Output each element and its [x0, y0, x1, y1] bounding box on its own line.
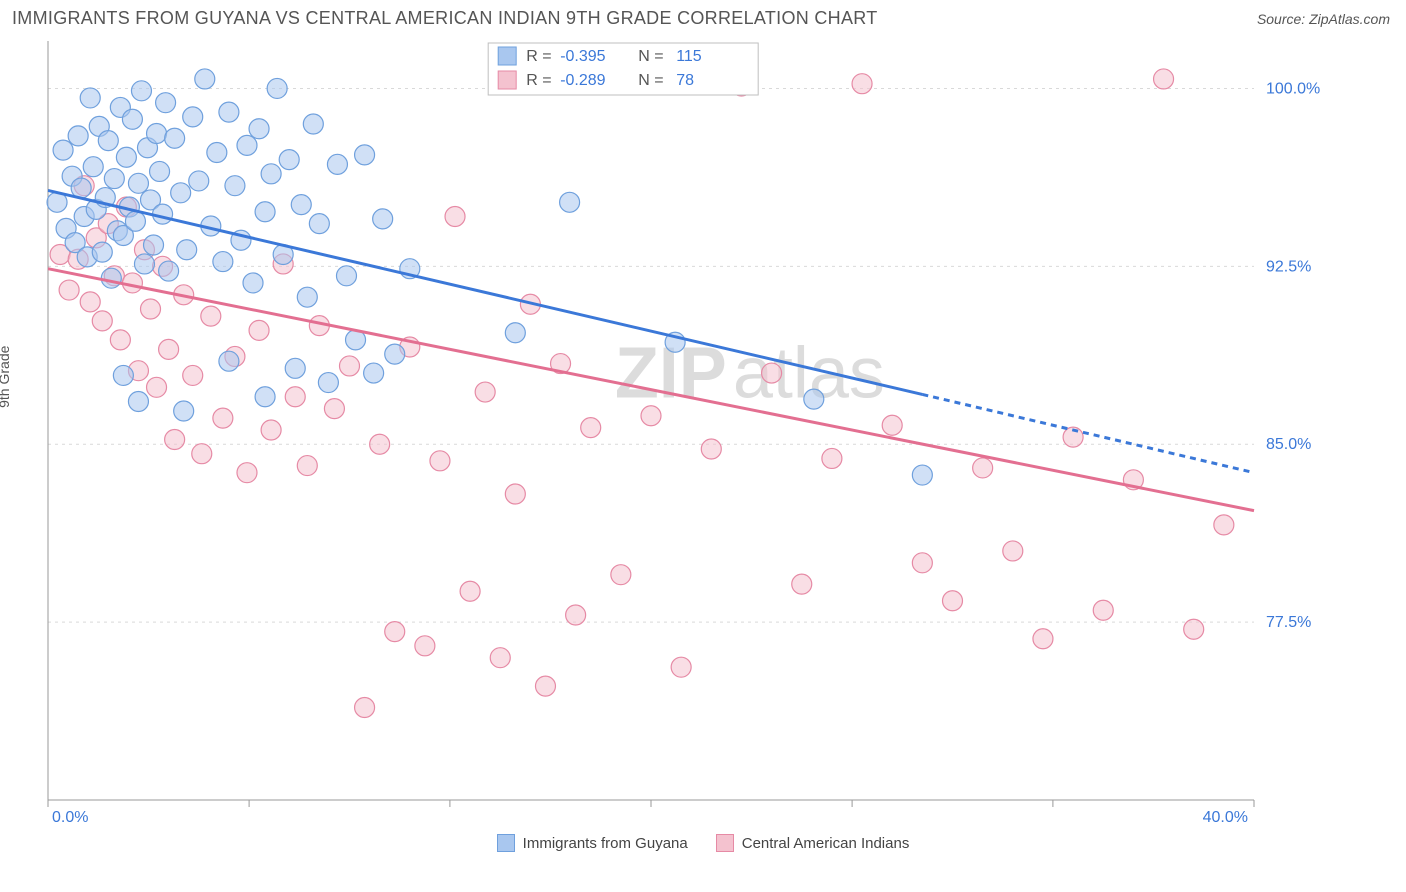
svg-text:R =: R = — [526, 48, 551, 65]
legend-bottom: Immigrants from Guyana Central American … — [0, 834, 1406, 852]
svg-text:-0.289: -0.289 — [560, 72, 605, 89]
chart-title: IMMIGRANTS FROM GUYANA VS CENTRAL AMERIC… — [12, 8, 878, 29]
svg-text:40.0%: 40.0% — [1203, 809, 1248, 826]
svg-text:N =: N = — [638, 72, 663, 89]
legend-swatch-icon — [716, 834, 734, 852]
svg-text:77.5%: 77.5% — [1266, 614, 1311, 631]
svg-text:78: 78 — [676, 72, 694, 89]
svg-text:115: 115 — [676, 48, 702, 65]
legend-label: Central American Indians — [742, 835, 910, 852]
legend-swatch-icon — [497, 834, 515, 852]
svg-text:85.0%: 85.0% — [1266, 436, 1311, 453]
legend-item-guyana: Immigrants from Guyana — [497, 834, 688, 852]
svg-text:-0.395: -0.395 — [560, 48, 605, 65]
y-axis-label: 9th Grade — [0, 345, 12, 407]
svg-text:100.0%: 100.0% — [1266, 80, 1320, 97]
svg-text:92.5%: 92.5% — [1266, 258, 1311, 275]
chart-container: 9th Grade 77.5%85.0%92.5%100.0%0.0%40.0%… — [12, 33, 1394, 828]
chart-header: IMMIGRANTS FROM GUYANA VS CENTRAL AMERIC… — [0, 0, 1406, 33]
svg-text:N =: N = — [638, 48, 663, 65]
svg-text:R =: R = — [526, 72, 551, 89]
scatter-chart: 77.5%85.0%92.5%100.0%0.0%40.0%ZIPatlasR … — [12, 33, 1332, 828]
chart-source: Source: ZipAtlas.com — [1257, 11, 1390, 27]
svg-text:0.0%: 0.0% — [52, 809, 88, 826]
legend-label: Immigrants from Guyana — [523, 835, 688, 852]
legend-item-cai: Central American Indians — [716, 834, 910, 852]
